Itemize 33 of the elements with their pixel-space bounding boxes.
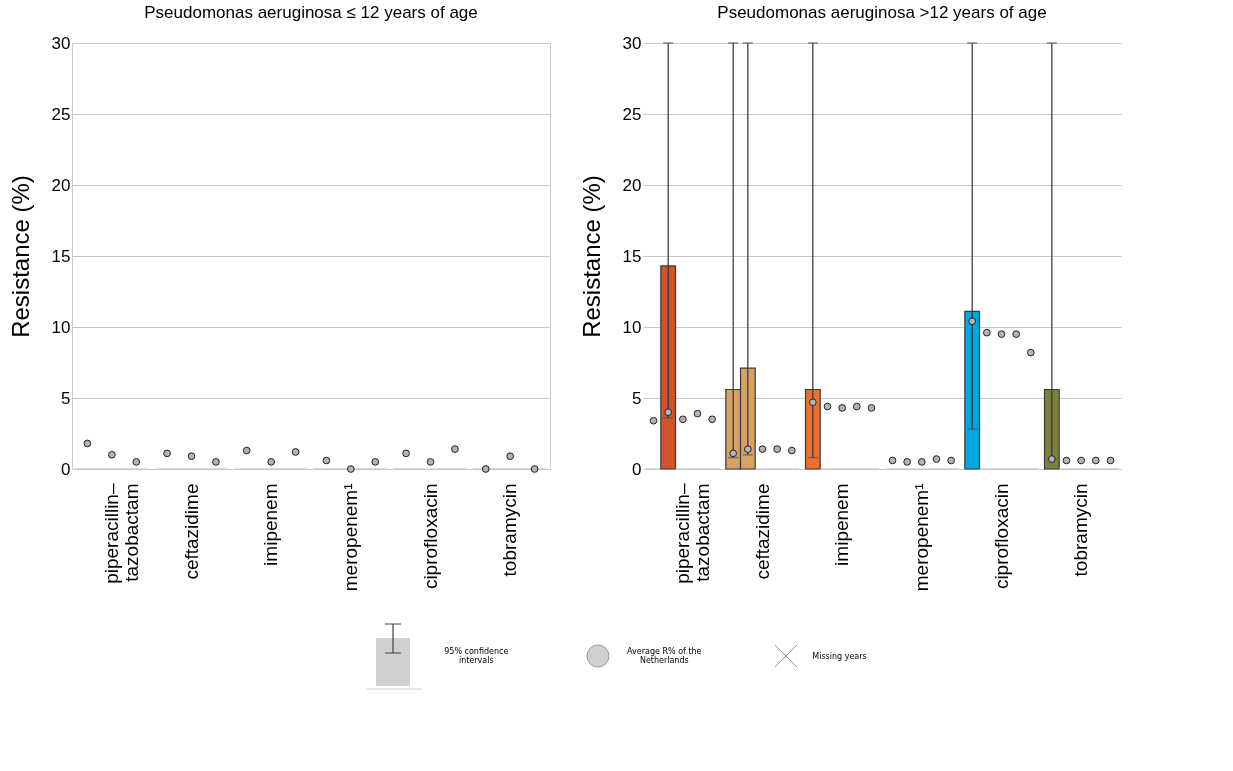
y-tick-label: 5 [61, 388, 71, 408]
y-tick-label: 10 [51, 317, 71, 337]
y-tick-label: 5 [632, 388, 642, 408]
x-tick-label: piperacillin–tazobactam [100, 483, 142, 584]
y-tick-label: 30 [622, 33, 642, 53]
y-tick-label: 25 [622, 104, 642, 124]
y-tick-label: 20 [51, 175, 71, 195]
x-tick-label: imipenem [260, 483, 282, 566]
y-tick-label: 15 [622, 246, 642, 266]
text: Missing years [812, 651, 867, 661]
y-tick-label: 0 [61, 459, 71, 479]
x-tick-label: meropenem¹ [339, 483, 361, 592]
y-axis-title: Resistance (%) [6, 175, 34, 338]
x-tick-label: ciprofloxacin [990, 483, 1012, 590]
y-tick-label: 25 [51, 104, 71, 124]
x-tick-label: tobramycin [499, 483, 521, 577]
x-tick-label: imipenem [831, 483, 853, 566]
x-tick-label: ceftazidime [180, 483, 202, 580]
y-tick-label: 15 [51, 246, 71, 266]
x-tick-label: ceftazidime [751, 483, 773, 580]
x-tick-label: piperacillin–tazobactam [671, 483, 713, 584]
text: Average R% of the Netherlands [626, 647, 703, 665]
x-tick-label: meropenem¹ [910, 483, 932, 592]
y-axis-title: Resistance (%) [577, 175, 605, 338]
chart-title: Pseudomonas aeruginosa >12 years of age [717, 3, 1047, 22]
y-tick-label: 20 [622, 175, 642, 195]
chart-title: Pseudomonas aeruginosa ≤ 12 years of age [144, 3, 478, 22]
x-tick-label: ciprofloxacin [419, 483, 441, 590]
y-tick-label: 10 [622, 317, 642, 337]
y-tick-label: 30 [51, 33, 71, 53]
y-tick-label: 0 [632, 459, 642, 479]
x-tick-label: tobramycin [1070, 483, 1092, 577]
text: 95% confidence intervals [443, 647, 510, 665]
